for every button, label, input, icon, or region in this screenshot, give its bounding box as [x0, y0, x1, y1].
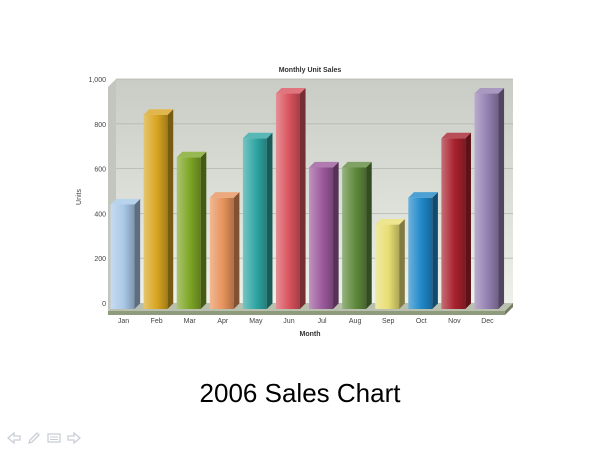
y-tick-label: 200 — [94, 256, 106, 263]
bar-front — [243, 138, 267, 309]
bar-front — [474, 94, 498, 309]
x-tick-label: Oct — [416, 318, 427, 325]
bar-side — [333, 162, 339, 309]
slide-menu-icon[interactable] — [46, 430, 62, 446]
bar-side — [168, 109, 174, 309]
bar-dec[interactable] — [474, 88, 504, 309]
bar-front — [408, 198, 432, 309]
x-tick-label: Apr — [217, 318, 229, 325]
x-axis-title: Month — [300, 331, 321, 338]
bar-side — [366, 162, 372, 309]
bar-side — [399, 219, 405, 309]
x-tick-label: Mar — [184, 318, 197, 325]
bar-front — [210, 198, 234, 309]
plot-floor-edge — [108, 311, 505, 315]
bar-apr[interactable] — [210, 192, 240, 309]
x-tick-label: Jun — [283, 318, 294, 325]
bar-front — [309, 167, 333, 309]
x-tick-label: Aug — [349, 318, 362, 325]
x-tick-label: Dec — [481, 318, 494, 325]
y-tick-label: 800 — [94, 122, 106, 129]
bar-side — [300, 88, 306, 309]
y-tick-label: 600 — [94, 167, 106, 174]
y-axis-title: Units — [76, 189, 83, 205]
bar-side — [465, 133, 471, 309]
bar-front — [276, 94, 300, 309]
pen-icon[interactable] — [26, 430, 42, 446]
slide-nav-bar — [6, 430, 82, 446]
arrow-left-icon[interactable] — [6, 430, 22, 446]
bar-front — [342, 167, 366, 309]
arrow-right-icon[interactable] — [66, 430, 82, 446]
x-tick-label: May — [249, 318, 263, 325]
bar-may[interactable] — [243, 133, 273, 309]
bar-side — [498, 88, 504, 309]
bar-side — [201, 152, 207, 309]
bar-side — [135, 199, 141, 309]
bar-aug[interactable] — [342, 162, 372, 309]
bar-front — [144, 115, 168, 309]
x-tick-label: Jan — [118, 318, 129, 325]
bar-front — [177, 157, 201, 309]
bar-nov[interactable] — [441, 133, 471, 309]
bar-jun[interactable] — [276, 88, 306, 309]
bar-oct[interactable] — [408, 192, 438, 309]
bar-front — [375, 225, 399, 309]
x-tick-label: Sep — [382, 318, 395, 325]
x-tick-label: Jul — [318, 318, 327, 325]
bar-side — [234, 192, 240, 309]
x-tick-label: Nov — [448, 318, 461, 325]
bar-feb[interactable] — [144, 109, 174, 309]
chart-title: Monthly Unit Sales — [279, 67, 342, 74]
y-tick-label: 0 — [102, 301, 106, 308]
bar-front — [441, 138, 465, 309]
y-tick-label: 1,000 — [88, 77, 106, 84]
bar-jan[interactable] — [111, 199, 141, 309]
bar-side — [267, 133, 273, 309]
bar-mar[interactable] — [177, 152, 207, 309]
x-tick-label: Feb — [151, 318, 163, 325]
slide-caption: 2006 Sales Chart — [0, 378, 600, 409]
bar-sep[interactable] — [375, 219, 405, 309]
bar-jul[interactable] — [309, 162, 339, 309]
y-tick-label: 400 — [94, 211, 106, 218]
bar-front — [111, 204, 135, 309]
bar-side — [432, 192, 438, 309]
